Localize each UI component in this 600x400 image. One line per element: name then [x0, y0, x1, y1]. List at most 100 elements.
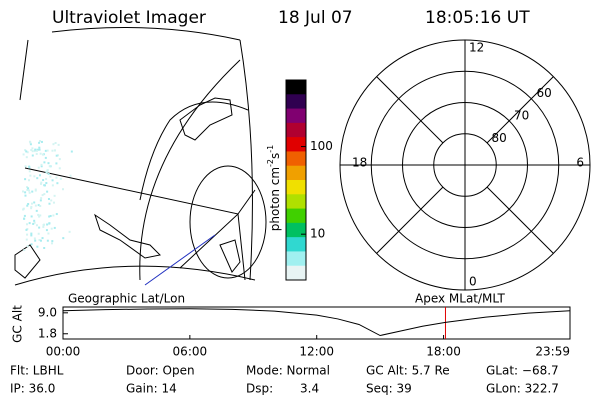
aurora-dot — [49, 214, 52, 217]
aurora-dot — [53, 149, 56, 152]
aurora-dot — [28, 166, 31, 169]
aurora-dot — [41, 194, 44, 197]
mlt-label: 12 — [469, 41, 484, 55]
aurora-dot — [25, 156, 28, 159]
y-axis-label: GC Alt — [11, 305, 25, 343]
status-footer: Flt: LBHL IP: 36.0 Door: Open Gain: 14 M… — [10, 364, 559, 396]
aurora-dot — [43, 247, 46, 250]
aurora-dot — [58, 158, 61, 161]
aurora-dot — [55, 213, 58, 216]
aurora-dot — [25, 238, 28, 241]
instrument: Ultraviolet Imager — [52, 8, 206, 28]
aurora-dot — [35, 209, 38, 212]
aurora-dot — [55, 176, 58, 179]
colorbar-swatch — [286, 180, 306, 195]
lat-label: 60 — [537, 86, 552, 100]
unit: photon cm — [268, 167, 282, 231]
aurora-dot — [29, 174, 32, 177]
aurora-dot — [46, 239, 49, 242]
coastline — [14, 244, 41, 279]
aurora-dot — [51, 242, 54, 245]
orbit-track — [144, 234, 216, 286]
aurora-dot — [45, 182, 48, 185]
aurora-dot — [27, 179, 30, 182]
mlt-label: 18 — [352, 156, 367, 170]
exponent: -2 — [266, 159, 275, 167]
aurora-dot — [26, 233, 29, 236]
aurora-dot — [31, 154, 34, 157]
aurora-dot — [26, 151, 29, 154]
aurora-dot — [36, 245, 39, 248]
aurora-dot — [37, 232, 40, 235]
aurora-dot — [36, 148, 39, 151]
aurora-dot — [34, 148, 37, 151]
aurora-dot — [27, 203, 30, 206]
aurora-dot — [38, 226, 41, 229]
colorbar-tick-label: 10 — [310, 227, 325, 241]
aurora-dot — [46, 170, 49, 173]
aurora-dot — [44, 149, 47, 152]
status: GLat: −68.7 — [486, 364, 559, 378]
aurora-dot — [30, 243, 33, 246]
aurora-dot — [55, 162, 58, 165]
aurora-dot — [40, 165, 43, 168]
aurora-dot — [33, 150, 36, 153]
aurora-dot — [34, 239, 37, 242]
aurora-dot — [33, 221, 36, 224]
map-arc — [14, 265, 256, 286]
colorbar-swatch — [286, 108, 306, 124]
x-tick-label: 06:00 — [173, 345, 208, 359]
aurora-dot — [47, 172, 50, 175]
map-meridian — [139, 101, 249, 201]
aurora-dot — [39, 140, 42, 143]
aurora-dot — [68, 230, 71, 233]
colorbar-swatch — [286, 122, 306, 138]
status: GLon: 322.7 — [486, 382, 559, 396]
aurora-dot — [26, 189, 29, 192]
aurora-dot — [58, 167, 61, 170]
coastline — [179, 97, 233, 141]
status: GC Alt: 5.7 Re — [366, 364, 450, 378]
altitude-panel: Geographic Lat/Lon Apex MLat/MLT GC Alt 9.0… — [11, 292, 571, 359]
aurora-dot — [35, 149, 38, 152]
colorbar-swatch — [286, 265, 306, 281]
aurora-dot — [27, 187, 30, 190]
time: 18:05:16 UT — [425, 8, 530, 28]
aurora-dot — [56, 154, 59, 157]
map-circle — [189, 165, 267, 279]
aurora-dot — [22, 208, 25, 211]
aurora-dot — [36, 177, 39, 180]
aurora-dot — [29, 143, 32, 146]
coastline — [94, 213, 162, 259]
panel-label: Apex MLat/MLT — [415, 292, 505, 306]
aurora-dot — [38, 174, 41, 177]
aurora-dot — [30, 207, 33, 210]
aurora-dot — [34, 188, 37, 191]
aurora-dot — [33, 237, 36, 240]
colorbar-swatch — [286, 222, 306, 238]
panel-frame — [62, 306, 571, 340]
aurora-dot — [38, 148, 41, 151]
aurora-dot — [45, 229, 48, 232]
aurora-dot — [31, 150, 34, 153]
aurora-dots — [22, 140, 73, 252]
aurora-dot — [69, 174, 72, 177]
aurora-dot — [51, 179, 54, 182]
aurora-dot — [44, 156, 47, 159]
aurora-dot — [33, 219, 36, 222]
aurora-dot — [45, 177, 48, 180]
aurora-dot — [24, 194, 27, 197]
status: Dsp: — [246, 382, 273, 396]
aurora-dot — [33, 175, 36, 178]
exponent: -1 — [266, 145, 275, 153]
aurora-dot — [51, 184, 54, 187]
colorbar: 10 100 — [285, 79, 333, 281]
status: Gain: 14 — [126, 382, 177, 396]
aurora-dot — [37, 204, 40, 207]
aurora-dot — [30, 205, 33, 208]
aurora-dot — [22, 190, 25, 193]
aurora-dot — [37, 166, 40, 169]
y-tick-label: 9.0 — [38, 305, 57, 319]
